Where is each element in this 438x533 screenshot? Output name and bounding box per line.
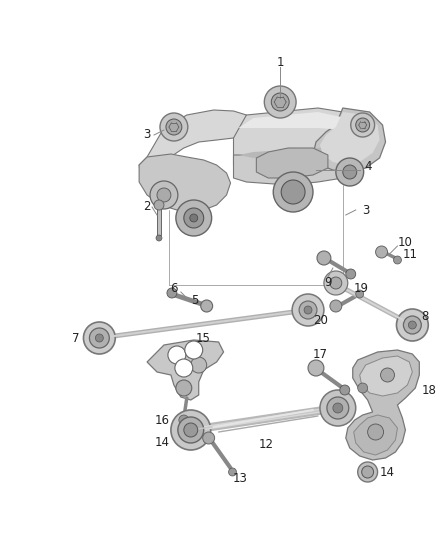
Circle shape bbox=[333, 403, 343, 413]
Circle shape bbox=[190, 214, 198, 222]
Circle shape bbox=[351, 113, 374, 137]
Text: 15: 15 bbox=[195, 332, 210, 344]
Polygon shape bbox=[313, 108, 385, 172]
Text: 14: 14 bbox=[380, 465, 395, 479]
Text: 2: 2 bbox=[143, 200, 151, 214]
Circle shape bbox=[320, 390, 356, 426]
Circle shape bbox=[292, 294, 324, 326]
Circle shape bbox=[327, 397, 349, 419]
Polygon shape bbox=[147, 340, 223, 400]
Circle shape bbox=[156, 235, 162, 241]
Text: 4: 4 bbox=[364, 160, 371, 174]
Circle shape bbox=[381, 368, 395, 382]
Circle shape bbox=[167, 288, 177, 298]
Polygon shape bbox=[320, 112, 380, 165]
Circle shape bbox=[84, 322, 115, 354]
Circle shape bbox=[358, 462, 378, 482]
Circle shape bbox=[346, 269, 356, 279]
Circle shape bbox=[229, 468, 237, 476]
Text: 19: 19 bbox=[353, 281, 368, 295]
Circle shape bbox=[150, 181, 178, 209]
Circle shape bbox=[393, 256, 402, 264]
Circle shape bbox=[176, 200, 212, 236]
Circle shape bbox=[179, 415, 189, 425]
Circle shape bbox=[157, 188, 171, 202]
Circle shape bbox=[317, 251, 331, 265]
Text: 3: 3 bbox=[362, 204, 369, 216]
Polygon shape bbox=[238, 143, 353, 158]
Circle shape bbox=[324, 271, 348, 295]
Text: 5: 5 bbox=[191, 294, 198, 306]
Circle shape bbox=[281, 180, 305, 204]
Text: 1: 1 bbox=[276, 55, 284, 69]
Text: 13: 13 bbox=[233, 472, 248, 484]
Circle shape bbox=[304, 306, 312, 314]
Circle shape bbox=[184, 208, 204, 228]
Polygon shape bbox=[346, 350, 419, 460]
Circle shape bbox=[299, 301, 317, 319]
Text: 17: 17 bbox=[312, 349, 328, 361]
Circle shape bbox=[178, 417, 204, 443]
Circle shape bbox=[376, 246, 388, 258]
Polygon shape bbox=[139, 154, 230, 212]
Circle shape bbox=[356, 118, 370, 132]
Circle shape bbox=[273, 172, 313, 212]
Polygon shape bbox=[139, 110, 247, 190]
Text: 8: 8 bbox=[422, 311, 429, 324]
Circle shape bbox=[408, 321, 417, 329]
Text: 11: 11 bbox=[403, 248, 418, 262]
Text: 16: 16 bbox=[155, 414, 170, 426]
Polygon shape bbox=[157, 205, 161, 235]
Text: 7: 7 bbox=[72, 332, 79, 344]
Circle shape bbox=[185, 341, 203, 359]
Circle shape bbox=[191, 357, 207, 373]
Text: 10: 10 bbox=[398, 236, 413, 248]
Circle shape bbox=[89, 328, 110, 348]
Circle shape bbox=[367, 424, 384, 440]
Circle shape bbox=[184, 423, 198, 437]
Circle shape bbox=[336, 158, 364, 186]
Text: 12: 12 bbox=[259, 439, 274, 451]
Polygon shape bbox=[233, 108, 358, 165]
Circle shape bbox=[362, 466, 374, 478]
Circle shape bbox=[154, 200, 164, 210]
Circle shape bbox=[160, 113, 188, 141]
Polygon shape bbox=[233, 155, 358, 185]
Polygon shape bbox=[354, 415, 397, 455]
Circle shape bbox=[201, 300, 212, 312]
Circle shape bbox=[203, 432, 215, 444]
Circle shape bbox=[95, 334, 103, 342]
Circle shape bbox=[396, 309, 428, 341]
Circle shape bbox=[356, 290, 364, 298]
Circle shape bbox=[358, 383, 367, 393]
Text: 3: 3 bbox=[143, 128, 151, 141]
Text: 18: 18 bbox=[422, 384, 437, 397]
Circle shape bbox=[175, 359, 193, 377]
Circle shape bbox=[403, 316, 421, 334]
Text: 20: 20 bbox=[314, 313, 328, 327]
Text: 9: 9 bbox=[324, 276, 332, 288]
Circle shape bbox=[340, 385, 350, 395]
Circle shape bbox=[330, 277, 342, 289]
Text: 6: 6 bbox=[170, 281, 178, 295]
Polygon shape bbox=[360, 356, 412, 396]
Circle shape bbox=[308, 360, 324, 376]
Polygon shape bbox=[256, 148, 328, 178]
Text: 14: 14 bbox=[155, 435, 170, 448]
Circle shape bbox=[343, 165, 357, 179]
Circle shape bbox=[166, 119, 182, 135]
Circle shape bbox=[168, 346, 186, 364]
Circle shape bbox=[176, 380, 192, 396]
Polygon shape bbox=[238, 112, 353, 130]
Circle shape bbox=[330, 300, 342, 312]
Circle shape bbox=[171, 410, 211, 450]
Circle shape bbox=[264, 86, 296, 118]
Circle shape bbox=[271, 93, 289, 111]
